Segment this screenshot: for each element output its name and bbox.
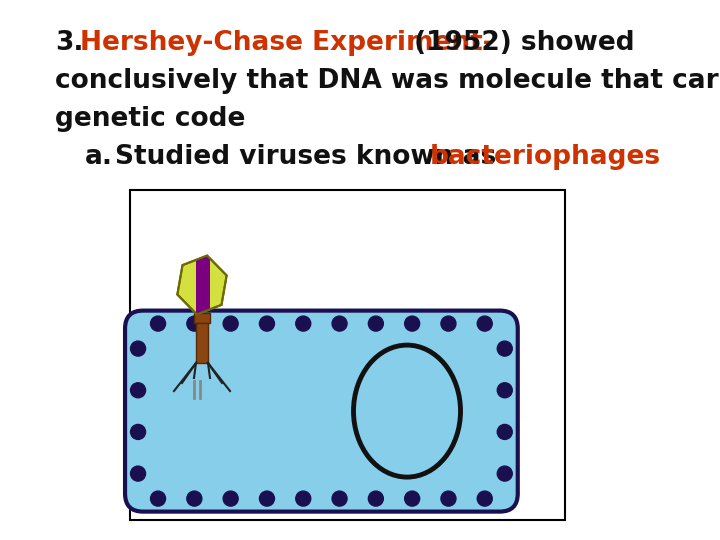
Text: genetic code: genetic code	[55, 106, 246, 132]
Polygon shape	[177, 255, 227, 314]
Circle shape	[259, 316, 274, 331]
Text: a.: a.	[85, 144, 113, 170]
Circle shape	[405, 316, 420, 331]
Circle shape	[130, 383, 145, 398]
Circle shape	[498, 383, 512, 398]
Circle shape	[223, 316, 238, 331]
Circle shape	[498, 466, 512, 481]
Circle shape	[498, 341, 512, 356]
Circle shape	[187, 316, 202, 331]
Text: Hershey-Chase Experiment-: Hershey-Chase Experiment-	[80, 30, 494, 56]
Circle shape	[130, 341, 145, 356]
Bar	[194, 313, 210, 323]
Circle shape	[441, 316, 456, 331]
Polygon shape	[196, 255, 210, 315]
Circle shape	[332, 316, 347, 331]
Circle shape	[498, 424, 512, 440]
Text: bacteriophages: bacteriophages	[430, 144, 661, 170]
Circle shape	[150, 316, 166, 331]
Bar	[130, 190, 565, 520]
Text: (1952) showed: (1952) showed	[405, 30, 634, 56]
Circle shape	[130, 424, 145, 440]
Text: conclusively that DNA was molecule that carried: conclusively that DNA was molecule that …	[55, 68, 720, 94]
Circle shape	[441, 491, 456, 506]
Text: Studied viruses known as: Studied viruses known as	[115, 144, 505, 170]
FancyBboxPatch shape	[125, 310, 518, 511]
Circle shape	[296, 316, 311, 331]
Circle shape	[332, 491, 347, 506]
Circle shape	[223, 491, 238, 506]
Circle shape	[187, 491, 202, 506]
Bar	[196, 323, 208, 363]
Circle shape	[477, 491, 492, 506]
Circle shape	[369, 316, 383, 331]
Circle shape	[150, 491, 166, 506]
Circle shape	[477, 316, 492, 331]
Ellipse shape	[354, 345, 461, 477]
Text: 3.: 3.	[55, 30, 84, 56]
Circle shape	[130, 466, 145, 481]
Circle shape	[296, 491, 311, 506]
Circle shape	[405, 491, 420, 506]
Circle shape	[259, 491, 274, 506]
Circle shape	[369, 491, 383, 506]
